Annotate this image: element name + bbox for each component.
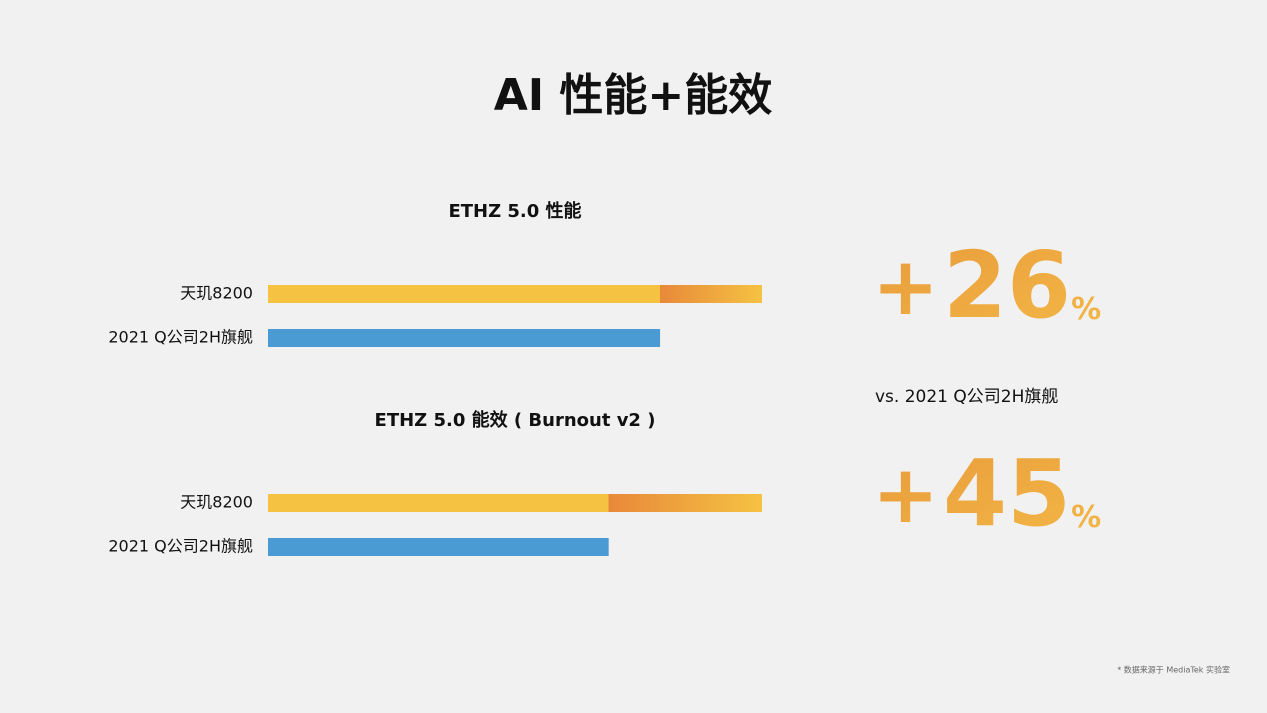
- callout-value: 26: [943, 232, 1071, 339]
- callout-prefix: +: [872, 448, 939, 541]
- callout: +26%: [872, 232, 1101, 339]
- chart-title: ETHZ 5.0 能效 ( Burnout v2 ): [375, 409, 656, 431]
- bar: [268, 494, 762, 512]
- category-label: 天玑8200: [180, 284, 253, 303]
- category-label: 2021 Q公司2H旗舰: [108, 537, 253, 556]
- slide-title: AI 性能+能效: [494, 70, 773, 121]
- callout-unit: %: [1071, 292, 1101, 327]
- callout-unit: %: [1071, 500, 1101, 535]
- callout-prefix: +: [872, 240, 939, 333]
- category-label: 2021 Q公司2H旗舰: [108, 328, 253, 347]
- chart-title: ETHZ 5.0 性能: [448, 200, 581, 222]
- footnote: * 数据来源于 MediaTek 实验室: [1117, 665, 1230, 675]
- bar: [268, 538, 609, 556]
- bar: [268, 285, 762, 303]
- callout-value: 45: [943, 440, 1071, 547]
- category-label: 天玑8200: [180, 493, 253, 512]
- callout: +45%: [872, 440, 1101, 547]
- comparison-note: vs. 2021 Q公司2H旗舰: [875, 387, 1058, 407]
- bar: [268, 329, 661, 347]
